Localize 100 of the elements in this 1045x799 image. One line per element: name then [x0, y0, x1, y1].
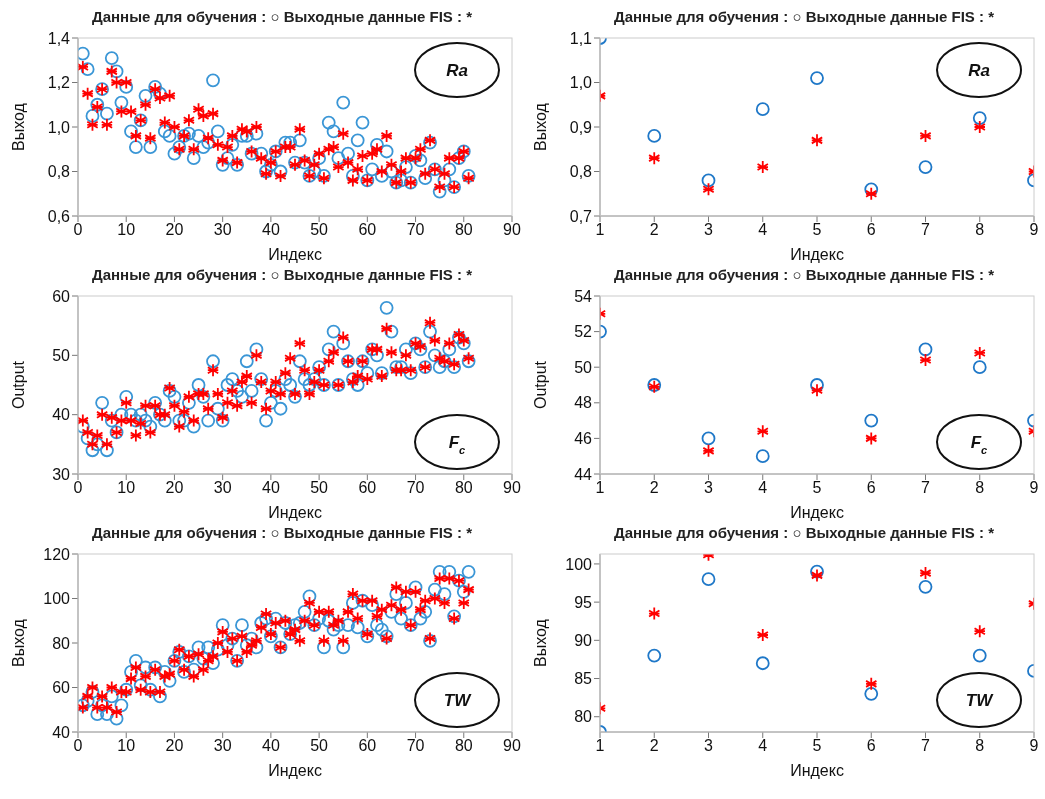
x-tick-label: 30: [213, 737, 232, 755]
x-tick-label: 20: [165, 479, 184, 497]
x-tick-label: 5: [812, 479, 822, 497]
point: [973, 120, 986, 134]
x-tick-label: 4: [758, 737, 768, 755]
point: [865, 676, 878, 691]
x-tick-label: 0: [73, 737, 83, 755]
x-tick-label: 90: [503, 479, 521, 497]
x-tick-label: 20: [165, 221, 184, 239]
point: [918, 160, 933, 174]
point: [810, 564, 824, 579]
y-axis-title: Выход: [531, 102, 549, 151]
x-tick-label: 20: [165, 737, 184, 755]
x-tick-label: 7: [921, 221, 931, 239]
point: [702, 443, 715, 458]
point: [919, 129, 932, 143]
x-tick-label: 50: [310, 479, 329, 497]
y-axis-title: Выход: [9, 102, 27, 151]
x-tick-label: 8: [975, 479, 985, 497]
x-tick-label: 0: [73, 221, 83, 239]
chart-title: Данные для обучения : ○ Выходные данные FIS : *: [613, 8, 995, 27]
point: [755, 102, 770, 117]
x-tick-label: 7: [921, 737, 931, 755]
point: [756, 160, 769, 174]
point: [865, 431, 878, 446]
chart-title: Данные для обучения : ○ Выходные данные FIS : *: [613, 524, 995, 543]
y-tick-label: 100: [565, 555, 593, 573]
x-tick-label: 2: [649, 221, 659, 239]
x-tick-label: 2: [649, 737, 659, 755]
y-tick-label: 100: [43, 590, 71, 608]
y-tick-label: 52: [574, 323, 593, 341]
x-tick-label: 8: [975, 221, 985, 239]
x-tick-label: 0: [73, 479, 83, 497]
x-tick-label: 8: [975, 737, 985, 755]
y-tick-label: 60: [52, 679, 71, 697]
x-tick-label: 1: [595, 737, 605, 755]
x-axis-title: Индекс: [790, 504, 844, 521]
chart-title: Данные для обучения : ○ Выходные данные FIS : *: [91, 266, 473, 285]
point: [648, 606, 661, 621]
x-tick-label: 60: [358, 737, 377, 755]
x-axis-title: Индекс: [790, 762, 844, 779]
y-tick-label: 44: [574, 465, 593, 483]
point: [755, 656, 770, 671]
point: [810, 133, 824, 148]
x-tick-label: 40: [261, 221, 280, 239]
annotation: TW: [443, 691, 473, 710]
point: [973, 346, 986, 360]
x-tick-label: 60: [358, 221, 377, 239]
point: [972, 360, 987, 375]
x-tick-label: 6: [866, 221, 876, 239]
x-tick-label: 1: [595, 221, 605, 239]
point: [918, 342, 933, 357]
y-tick-label: 60: [52, 287, 71, 305]
x-tick-label: 70: [406, 737, 425, 755]
y-tick-label: 0,6: [47, 207, 71, 225]
point: [973, 624, 986, 639]
y-tick-label: 50: [574, 358, 593, 376]
y-tick-label: 48: [574, 394, 593, 412]
y-axis-title: Выход: [9, 618, 27, 667]
y-tick-label: 0,8: [569, 163, 593, 181]
annotation: Ra: [446, 61, 468, 80]
x-tick-label: 40: [261, 737, 280, 755]
y-axis-title: Output: [9, 360, 27, 410]
x-tick-label: 9: [1029, 737, 1039, 755]
x-tick-label: 10: [117, 221, 136, 239]
x-tick-label: 10: [117, 737, 136, 755]
y-tick-label: 50: [52, 347, 71, 365]
x-tick-label: 1: [595, 479, 605, 497]
y-tick-label: 54: [574, 287, 593, 305]
x-tick-label: 9: [1029, 221, 1039, 239]
y-tick-label: 0,7: [569, 207, 593, 225]
x-tick-label: 4: [758, 221, 768, 239]
annotation: F$_{c}$: [970, 433, 988, 456]
y-tick-label: 85: [574, 670, 593, 688]
x-tick-label: 90: [503, 737, 521, 755]
point: [810, 71, 824, 85]
y-tick-label: 40: [52, 406, 71, 424]
y-tick-label: 0,8: [47, 163, 71, 181]
y-tick-label: 1,4: [47, 29, 71, 47]
y-tick-label: 80: [574, 708, 593, 726]
y-tick-label: 90: [574, 632, 593, 650]
x-tick-label: 4: [758, 479, 768, 497]
x-tick-label: 10: [117, 479, 136, 497]
x-tick-label: 70: [406, 479, 425, 497]
x-tick-label: 2: [649, 479, 659, 497]
point: [701, 431, 716, 446]
chart-title: Данные для обучения : ○ Выходные данные FIS : *: [91, 524, 473, 543]
annotation: Ra: [968, 61, 990, 80]
y-tick-label: 0,9: [569, 118, 593, 136]
point: [864, 413, 879, 428]
x-tick-label: 9: [1029, 479, 1039, 497]
y-tick-label: 1,0: [47, 118, 71, 136]
chart-title: Данные для обучения : ○ Выходные данные FIS : *: [91, 8, 473, 27]
x-tick-label: 5: [812, 737, 822, 755]
x-tick-label: 3: [704, 737, 714, 755]
point: [648, 151, 661, 166]
y-tick-label: 1,1: [569, 29, 593, 47]
x-axis-title: Индекс: [268, 504, 322, 521]
x-tick-label: 90: [503, 221, 521, 239]
point: [919, 353, 932, 367]
